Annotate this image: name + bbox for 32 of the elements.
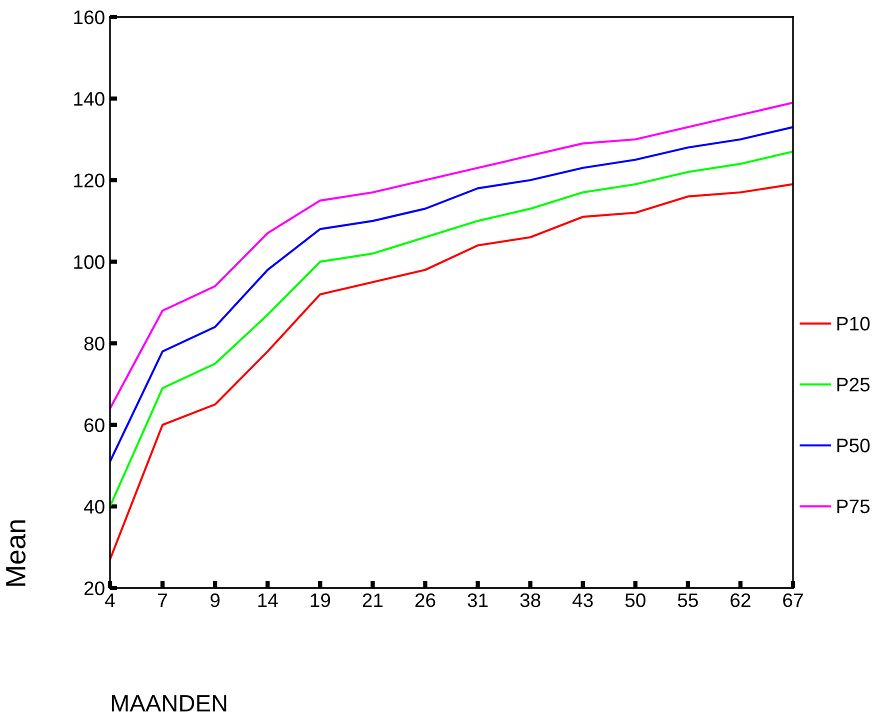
x-tick-label: 43 — [572, 593, 593, 608]
x-tick-label: 14 — [258, 594, 278, 607]
legend-label: P10 — [837, 316, 870, 331]
x-tick-label: 7 — [158, 594, 167, 607]
x-tick-label: 38 — [520, 593, 540, 608]
x-tick-label: 4 — [105, 594, 115, 607]
x-tick-label: 9 — [210, 593, 220, 608]
y-tick-label: 120 — [74, 174, 104, 188]
y-tick-label: 60 — [84, 418, 104, 432]
y-tick-label: 80 — [84, 336, 104, 351]
legend-label: P75 — [837, 500, 870, 514]
y-tick-label: 20 — [84, 581, 104, 596]
y-axis-title: Mean — [6, 520, 26, 586]
x-tick-label: 55 — [678, 594, 698, 608]
x-tick-label: 21 — [362, 593, 383, 607]
y-tick-label: 40 — [84, 500, 104, 514]
line-series — [110, 126, 793, 463]
x-tick-label: 67 — [783, 593, 803, 608]
y-tick-label: 140 — [74, 92, 104, 106]
line-series — [110, 183, 793, 560]
y-tick-label: 160 — [74, 10, 104, 24]
line-series — [110, 102, 793, 410]
x-axis-title: MAANDEN — [112, 695, 226, 712]
legend-label: P50 — [837, 438, 870, 452]
x-tick-label: 31 — [468, 593, 488, 608]
x-tick-label: 26 — [415, 593, 436, 608]
x-tick-label: 62 — [730, 593, 750, 608]
x-tick-label: 50 — [625, 593, 646, 608]
line-series — [110, 150, 793, 508]
legend-label: P25 — [837, 378, 870, 392]
x-tick-label: 19 — [310, 593, 330, 608]
y-tick-label: 100 — [74, 255, 104, 269]
